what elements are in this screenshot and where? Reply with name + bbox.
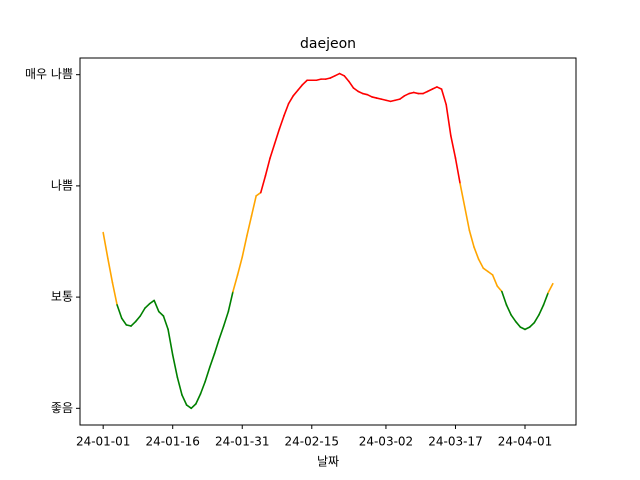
line-segment bbox=[222, 310, 230, 327]
line-segment bbox=[195, 393, 202, 405]
line-segment bbox=[450, 135, 457, 159]
x-tick-label: 24-01-31 bbox=[215, 435, 269, 449]
line-segment bbox=[139, 307, 146, 317]
line-segment bbox=[107, 257, 114, 284]
line-segment bbox=[167, 328, 174, 356]
line-segment bbox=[547, 282, 554, 294]
line-segment bbox=[232, 274, 239, 293]
x-tick-label: 24-02-15 bbox=[285, 435, 339, 449]
line-segment bbox=[343, 74, 350, 83]
line-segment bbox=[366, 93, 373, 98]
line-segment bbox=[338, 72, 346, 77]
line-segment bbox=[538, 304, 545, 316]
line-segment bbox=[431, 86, 438, 90]
y-tick-label: 좋음 bbox=[51, 401, 73, 415]
line-segment bbox=[301, 79, 308, 86]
line-segment bbox=[134, 315, 142, 323]
line-segment bbox=[153, 299, 160, 313]
line-segment bbox=[199, 380, 206, 395]
x-tick-label: 24-03-02 bbox=[359, 435, 413, 449]
line-segment bbox=[250, 195, 257, 217]
line-segment bbox=[468, 229, 475, 248]
line-segment bbox=[130, 320, 137, 327]
line-segment bbox=[454, 157, 461, 185]
line-segment bbox=[111, 281, 118, 306]
line-segment bbox=[278, 115, 285, 130]
line-segment bbox=[162, 315, 169, 331]
line-segment bbox=[477, 258, 485, 269]
line-segment bbox=[269, 142, 276, 159]
line-segment bbox=[533, 314, 540, 324]
line-segment bbox=[273, 128, 281, 145]
line-segment bbox=[102, 231, 109, 259]
x-tick-label: 24-01-01 bbox=[76, 435, 130, 449]
line-segment bbox=[218, 325, 225, 341]
line-segment bbox=[519, 326, 526, 331]
line-segment bbox=[463, 206, 471, 232]
line-segment bbox=[487, 270, 494, 276]
line-segment bbox=[287, 95, 295, 105]
line-segment bbox=[158, 310, 165, 317]
line-segment bbox=[144, 302, 151, 310]
line-segment bbox=[181, 394, 188, 406]
line-segment bbox=[329, 74, 336, 79]
line-segment bbox=[241, 235, 248, 258]
line-segment bbox=[185, 404, 193, 410]
line-segment bbox=[236, 256, 244, 276]
line-segment bbox=[116, 304, 123, 320]
line-segment bbox=[264, 157, 271, 177]
y-tick-label: 매우 나쁨 bbox=[25, 67, 73, 81]
line-segment bbox=[348, 80, 355, 89]
line-segment bbox=[352, 87, 359, 93]
y-tick-label: 보통 bbox=[51, 290, 73, 304]
line-segment bbox=[208, 353, 216, 368]
line-segment bbox=[542, 291, 549, 306]
line-segment bbox=[445, 103, 452, 137]
line-segment bbox=[496, 285, 503, 293]
line-segment bbox=[510, 314, 517, 323]
line-segment bbox=[524, 326, 531, 331]
line-segment bbox=[528, 321, 536, 328]
line-segment bbox=[334, 72, 341, 77]
line-segment bbox=[403, 92, 410, 97]
line-segment bbox=[259, 175, 267, 194]
line-segment bbox=[148, 299, 155, 305]
line-segment bbox=[297, 83, 304, 92]
line-segment bbox=[255, 191, 262, 197]
line-segment bbox=[422, 90, 429, 95]
line-segment bbox=[204, 366, 211, 383]
y-tick-label: 나쁨 bbox=[51, 178, 73, 192]
line-segment bbox=[399, 95, 406, 100]
line-segment bbox=[491, 274, 498, 287]
line-segment bbox=[283, 102, 290, 117]
line-segment bbox=[120, 317, 128, 326]
line-segment bbox=[246, 215, 253, 237]
line-segment bbox=[171, 354, 179, 378]
line-segment bbox=[501, 290, 508, 306]
line-segment bbox=[459, 182, 466, 208]
x-tick-label: 24-01-16 bbox=[145, 435, 199, 449]
line-segment bbox=[436, 86, 443, 90]
axes-frame bbox=[79, 57, 577, 426]
line-segment bbox=[473, 246, 480, 261]
line-segment bbox=[505, 304, 512, 316]
x-tick-label: 24-03-17 bbox=[428, 435, 482, 449]
x-axis-label: 날짜 bbox=[317, 455, 339, 469]
line-segment bbox=[482, 267, 489, 273]
line-segment bbox=[514, 320, 522, 328]
line-segment bbox=[213, 338, 220, 355]
line-segment bbox=[176, 376, 183, 396]
line-segment bbox=[357, 90, 364, 95]
line-segment bbox=[426, 88, 434, 93]
line-segment bbox=[190, 403, 197, 410]
line-segment bbox=[227, 290, 234, 313]
line-segment bbox=[440, 88, 448, 106]
line-segment bbox=[292, 89, 299, 97]
x-tick-label: 24-04-01 bbox=[498, 435, 552, 449]
chart-title: daejeon bbox=[300, 36, 356, 52]
